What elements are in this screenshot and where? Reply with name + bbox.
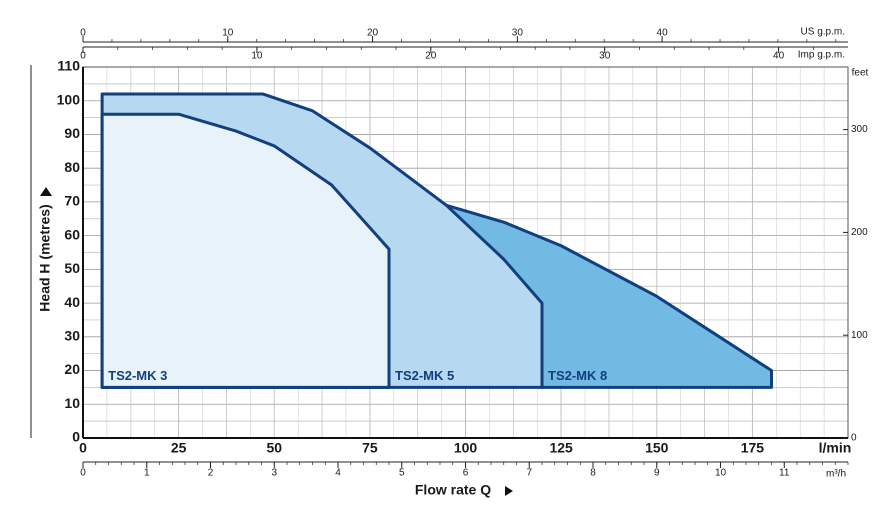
tick-label: 0 [80, 51, 86, 62]
y2-tick-label: 300 [851, 124, 868, 135]
x-tick-label: 100 [454, 440, 478, 456]
tick-label: 7 [526, 468, 532, 479]
y2-tick-label: 0 [851, 433, 857, 444]
tick-label: 0 [80, 28, 86, 39]
x-tick-label: 125 [549, 440, 573, 456]
tick-label: 5 [399, 468, 405, 479]
y2-tick-label: 100 [851, 330, 868, 341]
tick-label: 2 [208, 468, 214, 479]
top-axis2-title: Imp g.p.m. [798, 50, 845, 61]
pump-area [100, 112, 391, 389]
y-tick-label: 10 [64, 395, 80, 411]
y-tick-label: 90 [64, 125, 80, 141]
x-tick-label: 175 [741, 440, 765, 456]
x-axis-title: Flow rate Q [415, 482, 491, 498]
x-arrow [505, 486, 513, 496]
x-tick-label: 50 [266, 440, 282, 456]
tick-label: 8 [590, 468, 596, 479]
series-label: TS2-MK 3 [108, 368, 167, 383]
y-tick-label: 100 [57, 91, 81, 107]
y-tick-label: 20 [64, 361, 80, 377]
tick-label: 10 [251, 51, 263, 62]
tick-label: 1 [144, 468, 150, 479]
x-tick-label: 150 [645, 440, 669, 456]
bottom-axis2-title: m³/h [826, 469, 846, 480]
y-arrow [40, 187, 52, 196]
y-tick-label: 0 [72, 429, 80, 445]
x-tick-label: 25 [171, 440, 187, 456]
tick-label: 9 [654, 468, 660, 479]
y-tick-label: 70 [64, 193, 80, 209]
tick-label: 40 [657, 28, 669, 39]
y-axis-title: Head H (metres) [37, 204, 53, 311]
tick-label: 30 [599, 51, 611, 62]
tick-label: 20 [367, 28, 379, 39]
series-label: TS2-MK 5 [395, 368, 454, 383]
y2-tick-label: 200 [851, 227, 868, 238]
y-tick-label: 40 [64, 294, 80, 310]
y-tick-label: 110 [57, 58, 80, 74]
tick-label: 6 [463, 468, 469, 479]
tick-label: 20 [425, 51, 437, 62]
x-tick-label: 75 [362, 440, 378, 456]
y-tick-label: 80 [64, 159, 80, 175]
y-tick-label: 60 [64, 226, 80, 242]
y2-axis-title: feet [852, 68, 869, 79]
tick-label: 4 [335, 468, 341, 479]
tick-label: 30 [512, 28, 524, 39]
series-label: TS2-MK 8 [548, 368, 607, 383]
y-tick-label: 50 [64, 260, 80, 276]
x-tick-label: 0 [79, 440, 87, 456]
top-axis-title: US g.p.m. [801, 27, 845, 38]
tick-label: 0 [80, 468, 86, 479]
x-unit: l/min [819, 440, 852, 456]
tick-label: 11 [779, 468, 790, 479]
tick-label: 10 [715, 468, 727, 479]
tick-label: 10 [222, 28, 234, 39]
tick-label: 40 [773, 51, 785, 62]
tick-label: 3 [271, 468, 277, 479]
y-tick-label: 30 [64, 328, 80, 344]
